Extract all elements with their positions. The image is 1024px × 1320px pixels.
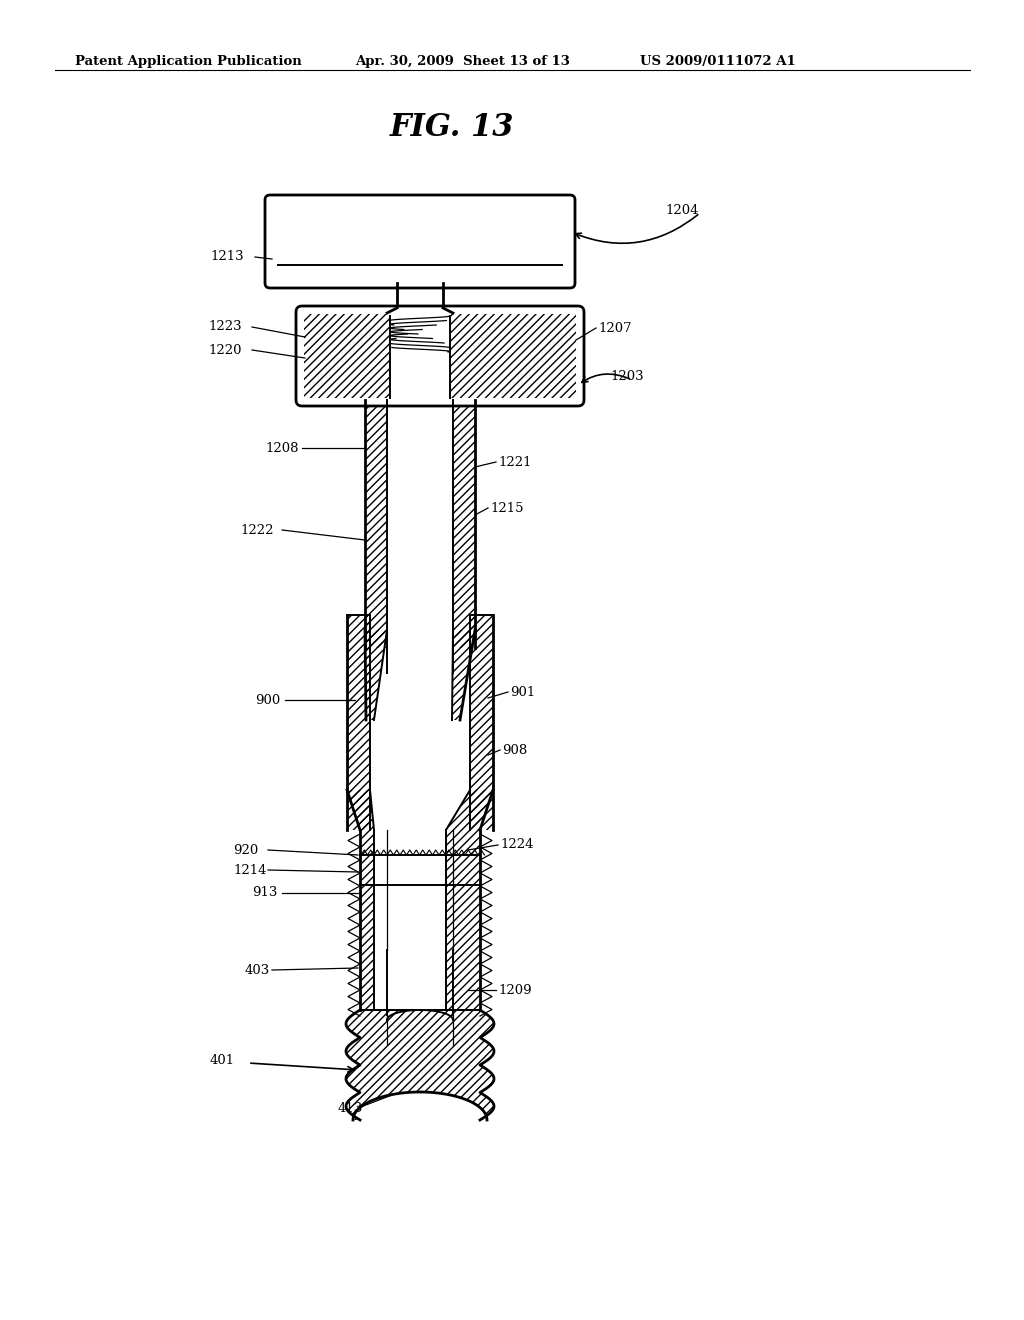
Text: 901: 901 bbox=[510, 685, 536, 698]
Text: 1224: 1224 bbox=[500, 838, 534, 851]
FancyBboxPatch shape bbox=[265, 195, 575, 288]
Text: 1209: 1209 bbox=[498, 983, 531, 997]
Text: 900: 900 bbox=[255, 693, 281, 706]
Bar bbox=[470, 615, 493, 830]
Text: 1220: 1220 bbox=[208, 343, 242, 356]
Text: 1214: 1214 bbox=[233, 863, 266, 876]
Text: Patent Application Publication: Patent Application Publication bbox=[75, 55, 302, 69]
Text: 1213: 1213 bbox=[210, 251, 244, 264]
Text: 1208: 1208 bbox=[265, 441, 299, 454]
Text: US 2009/0111072 A1: US 2009/0111072 A1 bbox=[640, 55, 796, 69]
Bar bbox=[453, 400, 475, 648]
Text: 1215: 1215 bbox=[490, 502, 523, 515]
Bar bbox=[446, 830, 480, 1010]
Text: 920: 920 bbox=[233, 843, 258, 857]
Text: 403: 403 bbox=[245, 964, 270, 977]
Text: 413: 413 bbox=[338, 1101, 364, 1114]
Text: 1222: 1222 bbox=[240, 524, 273, 536]
Text: 1203: 1203 bbox=[610, 371, 644, 384]
Bar bbox=[304, 314, 575, 399]
Text: 1223: 1223 bbox=[208, 321, 242, 334]
Text: 401: 401 bbox=[210, 1053, 236, 1067]
FancyBboxPatch shape bbox=[296, 306, 584, 407]
Bar bbox=[390, 313, 450, 399]
Text: FIG. 13: FIG. 13 bbox=[390, 112, 514, 143]
Bar bbox=[360, 830, 374, 1010]
Text: 1204: 1204 bbox=[665, 203, 698, 216]
Text: 1221: 1221 bbox=[498, 455, 531, 469]
Text: 908: 908 bbox=[502, 743, 527, 756]
Bar bbox=[347, 615, 370, 830]
Text: 1207: 1207 bbox=[598, 322, 632, 334]
Text: Apr. 30, 2009  Sheet 13 of 13: Apr. 30, 2009 Sheet 13 of 13 bbox=[355, 55, 570, 69]
Bar bbox=[365, 400, 387, 648]
Text: 913: 913 bbox=[252, 887, 278, 899]
